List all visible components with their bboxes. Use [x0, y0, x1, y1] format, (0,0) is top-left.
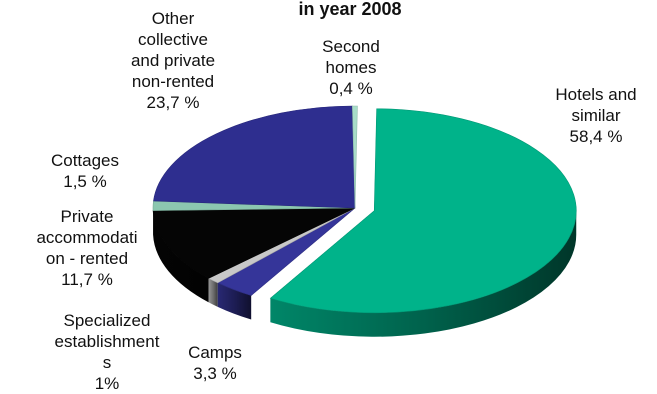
pie-side-camps [217, 282, 252, 320]
pie-slice-other-collective-and-private-non-rented [153, 105, 356, 209]
slice-label-cottages: Cottages 1,5 % [50, 151, 120, 191]
chart-title: in year 2008 [298, 0, 402, 19]
slice-label-other-collective-and-private-non-rented: Other collective and private non-rented … [130, 9, 216, 112]
slice-label-specialized-establishments: Specialized establishment s 1% [54, 311, 160, 393]
pie-slice-hotels-and-similar [269, 108, 577, 314]
pie-tops [152, 105, 577, 314]
slice-label-second-homes: Second homes 0,4 % [322, 37, 380, 98]
slice-label-private-accommodation-rented: Private accommodati on - rented 11,7 % [36, 207, 138, 289]
pie-slice-private-accommodation-rented [152, 207, 356, 279]
slice-label-camps: Camps 3,3 % [188, 343, 242, 383]
pie-side-hotels-and-similar [270, 210, 577, 337]
slice-label-hotels-and-similar: Hotels and similar 58,4 % [555, 85, 637, 146]
pie-side-specialized-establishments [208, 278, 218, 307]
pie-side-private-accommodation-rented [153, 210, 209, 303]
pie-slice-second-homes [352, 105, 358, 209]
